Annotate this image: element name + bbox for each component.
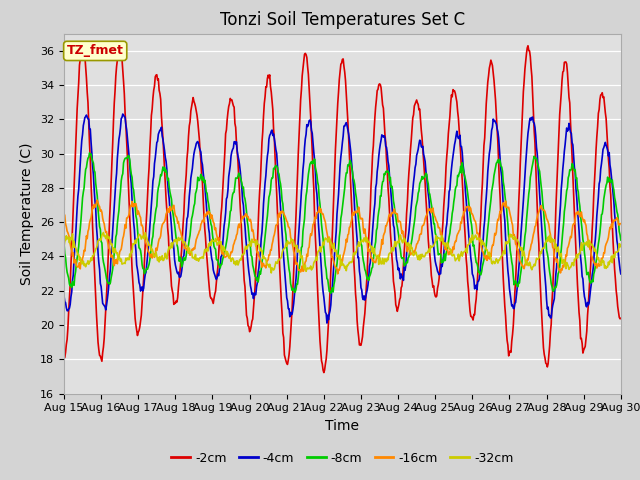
-8cm xyxy=(86,150,93,156)
-32cm xyxy=(60,244,68,250)
-32cm xyxy=(617,241,625,247)
-8cm xyxy=(207,221,215,227)
-32cm xyxy=(335,256,343,262)
-16cm xyxy=(445,252,452,257)
-8cm xyxy=(568,167,575,172)
-4cm xyxy=(568,131,575,136)
-16cm xyxy=(183,247,191,253)
-16cm xyxy=(568,235,575,240)
-8cm xyxy=(390,198,397,204)
-32cm xyxy=(207,243,215,249)
Legend: -2cm, -4cm, -8cm, -16cm, -32cm: -2cm, -4cm, -8cm, -16cm, -32cm xyxy=(166,447,518,469)
-16cm xyxy=(390,209,397,215)
-4cm xyxy=(617,271,625,277)
Line: -32cm: -32cm xyxy=(64,232,621,273)
-2cm xyxy=(320,370,328,375)
Line: -8cm: -8cm xyxy=(64,153,621,293)
-4cm xyxy=(183,216,191,222)
-8cm xyxy=(183,246,191,252)
-16cm xyxy=(334,271,342,277)
-32cm xyxy=(183,243,191,249)
Line: -16cm: -16cm xyxy=(64,200,621,274)
-16cm xyxy=(60,211,68,216)
Title: Tonzi Soil Temperatures Set C: Tonzi Soil Temperatures Set C xyxy=(220,11,465,29)
-2cm xyxy=(335,89,342,95)
Y-axis label: Soil Temperature (C): Soil Temperature (C) xyxy=(20,143,35,285)
-2cm xyxy=(524,43,532,48)
-4cm xyxy=(390,222,397,228)
X-axis label: Time: Time xyxy=(325,419,360,433)
-32cm xyxy=(390,248,397,254)
-16cm xyxy=(93,197,101,203)
-2cm xyxy=(206,293,214,299)
-2cm xyxy=(444,144,451,150)
Line: -4cm: -4cm xyxy=(64,114,621,323)
-8cm xyxy=(335,234,343,240)
-2cm xyxy=(617,315,625,321)
-32cm xyxy=(268,270,275,276)
-8cm xyxy=(327,290,335,296)
-8cm xyxy=(445,240,452,245)
-16cm xyxy=(617,220,625,226)
-2cm xyxy=(389,263,397,269)
-4cm xyxy=(335,178,343,183)
Text: TZ_fmet: TZ_fmet xyxy=(67,44,124,58)
-4cm xyxy=(119,111,127,117)
-32cm xyxy=(445,243,452,249)
-4cm xyxy=(60,293,68,299)
-32cm xyxy=(100,229,108,235)
-2cm xyxy=(568,136,575,142)
-4cm xyxy=(323,320,331,326)
-16cm xyxy=(207,216,215,222)
-2cm xyxy=(182,172,190,178)
-4cm xyxy=(445,204,452,210)
-2cm xyxy=(60,354,68,360)
-4cm xyxy=(207,249,215,255)
-8cm xyxy=(617,237,625,243)
-8cm xyxy=(60,240,68,246)
Line: -2cm: -2cm xyxy=(64,46,621,372)
-32cm xyxy=(568,263,575,269)
-16cm xyxy=(335,267,343,273)
